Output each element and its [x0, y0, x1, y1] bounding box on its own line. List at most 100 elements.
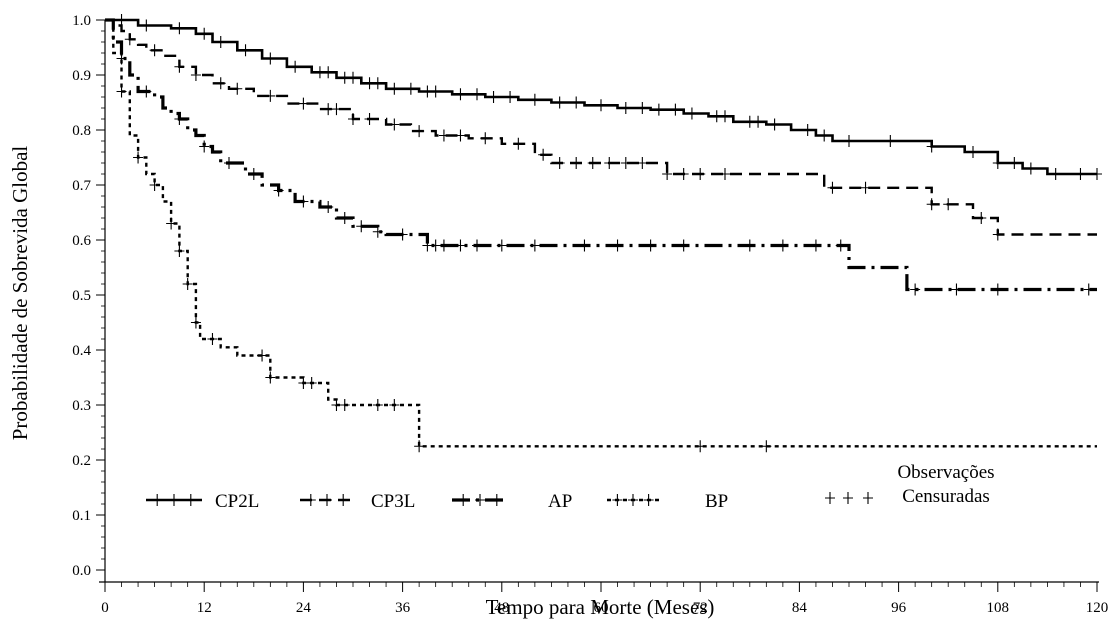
- censor-mark-ap: [116, 52, 127, 65]
- censor-mark-cp2l: [430, 85, 441, 98]
- censor-mark-ap: [472, 239, 482, 252]
- censor-mark-bp: [190, 316, 201, 329]
- censor-mark-cp2l: [529, 93, 540, 106]
- censor-mark-bp: [174, 245, 185, 257]
- censor-mark-cp3l: [992, 228, 1003, 241]
- x-tick-label: 72: [693, 600, 708, 616]
- censor-mark-cp2l: [323, 66, 334, 79]
- censor-mark-ap: [455, 239, 466, 252]
- censor-mark-ap: [810, 239, 821, 252]
- censor-mark-cp2l: [240, 44, 251, 57]
- censor-mark-bp: [414, 440, 425, 453]
- censor-mark-cp2l: [686, 107, 697, 120]
- censor-mark-ap: [372, 225, 383, 238]
- x-tick-label: 24: [296, 600, 312, 616]
- legend-censor-mark: [643, 494, 654, 506]
- censor-mark-ap: [356, 220, 367, 233]
- censor-mark-cp3l: [298, 97, 309, 110]
- legend-censor-mark: [475, 494, 485, 506]
- censor-mark-bp: [389, 399, 400, 411]
- censor-mark-cp2l: [926, 140, 937, 153]
- survival-curves: [105, 18, 1097, 448]
- legend-censor-mark: [628, 494, 638, 506]
- censor-mark-ap: [744, 239, 755, 252]
- censor-mark-cp3l: [364, 113, 375, 125]
- y-tick-label: 0.0: [72, 563, 91, 579]
- y-tick-label: 0.5: [72, 288, 91, 304]
- axes: 0.0 0.1 0.2 0.3 0.4 0.5 0.6 0.7 0.8 0.9 1.0 0 12 24 36…: [72, 13, 1108, 616]
- censor-mark-bp: [339, 399, 350, 411]
- censor-mark-bp: [182, 278, 193, 290]
- censor-mark-cp3l: [678, 168, 689, 180]
- censor-mark-ap: [323, 201, 334, 213]
- censor-mark-ap: [992, 283, 1003, 296]
- censor-mark-cp3l: [455, 129, 466, 142]
- censor-mark-cp3l: [976, 212, 987, 224]
- censor-mark-ap: [835, 239, 846, 252]
- x-axis-title: Tempo para Morte (Meses): [486, 595, 715, 619]
- series-line-bp: [105, 18, 1097, 448]
- censor-mark-cp3l: [190, 69, 201, 81]
- censor-mark-cp2l: [992, 157, 1003, 169]
- censor-mark-cp3l: [827, 181, 838, 194]
- censor-mark-cp2l: [720, 110, 730, 123]
- censor-mark-ap: [777, 239, 788, 252]
- legend-label-censored: Observações Censuradas: [897, 462, 994, 507]
- censor-mark-ap: [248, 168, 259, 180]
- legend-censor-mark: [305, 494, 316, 506]
- censor-mark-bp: [166, 217, 177, 230]
- censor-mark-cp3l: [389, 118, 400, 131]
- censor-mark-cp2l: [968, 146, 978, 158]
- legend-censor-mark: [322, 494, 332, 506]
- censor-mark-cp3l: [587, 157, 598, 169]
- y-tick-label: 0.1: [72, 508, 91, 524]
- legend-censor-mark: [612, 494, 623, 506]
- censor-mark-cp3l: [215, 77, 226, 90]
- censor-mark-bp: [306, 377, 317, 389]
- censor-mark-cp2l: [1025, 162, 1036, 175]
- x-tick-label: 48: [494, 600, 509, 616]
- legend-censor-mark: [169, 494, 179, 506]
- censor-mark-cp2l: [753, 115, 764, 128]
- y-tick-label: 1.0: [72, 13, 91, 29]
- censor-mark-cp2l: [348, 71, 358, 84]
- censor-mark-cp3l: [571, 157, 582, 169]
- x-tick-label: 96: [891, 600, 907, 616]
- censor-mark-cp3l: [604, 157, 615, 169]
- censor-mark-ap: [1083, 283, 1094, 296]
- censor-mark-ap: [438, 239, 449, 252]
- censor-mark-cp3l: [513, 137, 524, 150]
- censor-mark-cp2l: [505, 91, 516, 103]
- x-tick-label: 0: [101, 600, 109, 616]
- censor-mark-cp2l: [389, 82, 400, 95]
- censor-mark-cp3l: [662, 168, 673, 180]
- series-line-cp2l: [105, 18, 1097, 176]
- censor-mark-bp: [133, 151, 144, 164]
- x-tick-label: 36: [395, 600, 411, 616]
- censor-mark-cp2l: [265, 52, 276, 65]
- legend: CP2L CP3L AP BP Observações Censuradas: [146, 462, 995, 512]
- censor-mark-cp2l: [199, 27, 210, 40]
- censor-mark-cp3l: [265, 89, 276, 102]
- censor-mark-ap: [397, 228, 408, 241]
- legend-censor-mark: [825, 492, 835, 504]
- censor-mark-ap: [579, 239, 590, 252]
- censor-mark-cp3l: [943, 198, 954, 211]
- censor-mark-cp3l: [695, 168, 706, 180]
- censor-mark-cp3l: [720, 168, 730, 180]
- censor-mark-cp2l: [554, 96, 565, 109]
- censor-mark-ap: [339, 212, 350, 224]
- censor-mark-cp3l: [124, 33, 135, 46]
- censor-mark-cp3l: [174, 60, 185, 73]
- censor-mark-cp3l: [348, 113, 358, 125]
- legend-label-cp2l: CP2L: [215, 491, 259, 512]
- y-tick-label: 0.4: [72, 343, 91, 359]
- series-line-cp3l: [105, 18, 1097, 236]
- y-tick-label: 0.6: [72, 233, 91, 249]
- censor-mark-cp2l: [670, 103, 681, 116]
- censor-mark-cp3l: [554, 157, 565, 169]
- y-axis-title: Probabilidade de Sobrevida Global: [8, 146, 32, 441]
- legend-censor-mark: [152, 494, 163, 506]
- y-tick-label: 0.3: [72, 398, 91, 414]
